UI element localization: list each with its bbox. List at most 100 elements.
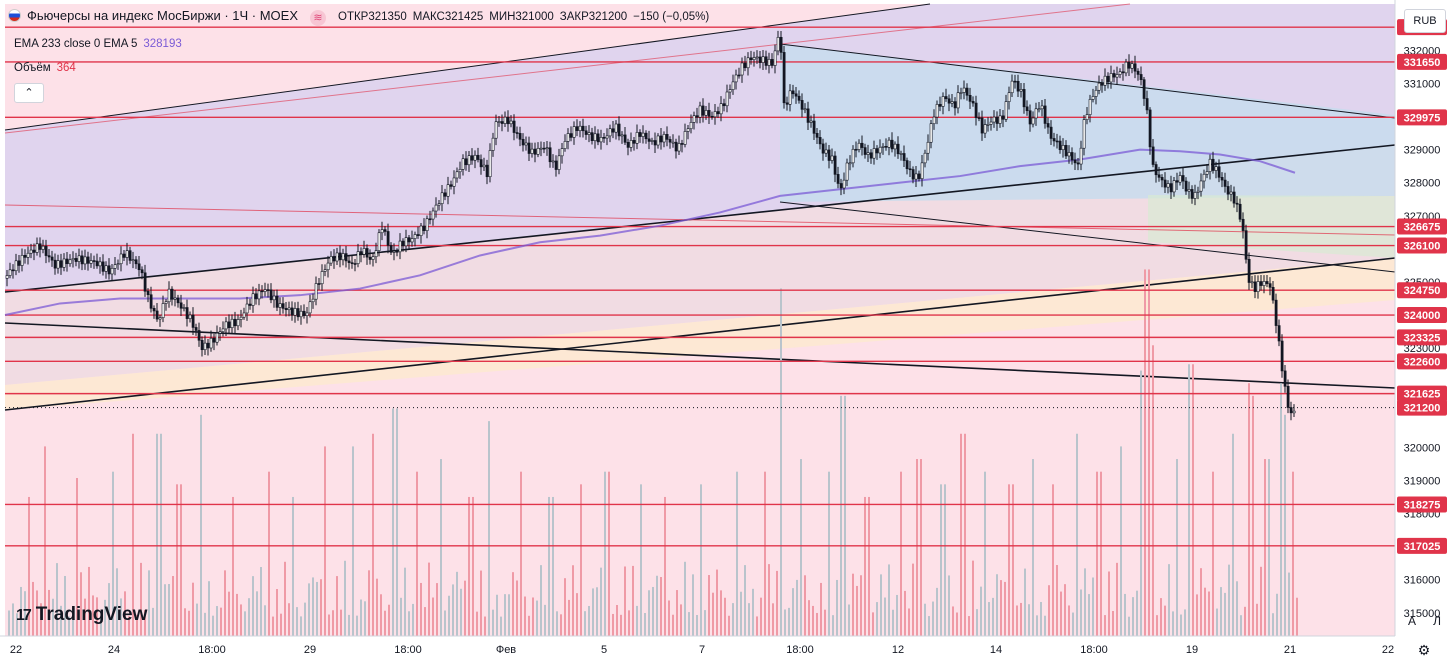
time-axis [0, 636, 1456, 666]
candle-body [812, 120, 816, 134]
candle [563, 134, 567, 152]
volume-bar [408, 611, 410, 636]
volume-bar [284, 561, 286, 636]
candle [419, 222, 423, 244]
candle [986, 117, 990, 132]
candle-body [896, 143, 900, 155]
candle-body [875, 148, 879, 154]
candle-body [887, 139, 891, 148]
volume-bar [728, 615, 730, 636]
candle-body [518, 133, 522, 140]
candle-body [425, 218, 429, 231]
volume-bar [936, 587, 938, 636]
candle-body [659, 135, 663, 143]
candle [947, 94, 951, 112]
candle-body [461, 158, 465, 170]
volume-indicator-legend[interactable]: Объём 364 [14, 62, 76, 74]
volume-bar [860, 575, 862, 636]
candle-body [1019, 89, 1023, 92]
candle [1055, 133, 1059, 149]
candle-body [848, 162, 852, 165]
candle-body [1061, 145, 1065, 151]
volume-bar [388, 604, 390, 636]
candle [812, 113, 816, 141]
volume-bar [372, 433, 374, 636]
candle [122, 250, 126, 261]
candle [794, 86, 798, 104]
candle [950, 93, 954, 108]
candle [1049, 120, 1053, 146]
candle-body [467, 155, 471, 166]
candle [455, 167, 459, 183]
volume-bar [1180, 614, 1182, 636]
volume-bar [1152, 345, 1154, 636]
volume-bar [1004, 581, 1006, 636]
candle-body [743, 62, 747, 69]
candle [941, 92, 945, 115]
volume-bar [1252, 395, 1254, 636]
candle [902, 145, 906, 168]
candle-body [695, 115, 699, 118]
indicator-wave-icon[interactable]: ≋ [310, 10, 327, 26]
volume-bar [68, 616, 70, 636]
candle-body [605, 135, 609, 139]
time-tick-label: 18:00 [394, 644, 422, 656]
volume-bar [900, 471, 902, 636]
volume-bar [1020, 602, 1022, 636]
candle-body [248, 303, 252, 306]
price-level-label: 321200 [1404, 403, 1441, 415]
candle [299, 305, 303, 325]
candle [1238, 198, 1242, 223]
candle [119, 246, 123, 272]
candle-body [125, 250, 129, 258]
volume-bar [952, 606, 954, 636]
volume-bar [896, 594, 898, 636]
ema-indicator-legend[interactable]: EMA 233 close 0 EMA 5 328193 [14, 38, 182, 50]
candle-body [728, 89, 732, 93]
candle [425, 215, 429, 239]
candle [8, 262, 12, 279]
volume-bar [160, 433, 162, 636]
candle [140, 266, 144, 280]
log-scale-button[interactable]: Л [1433, 614, 1441, 628]
volume-bar [216, 606, 218, 636]
candle [1205, 164, 1209, 179]
candle-body [623, 134, 627, 143]
tradingview-logo[interactable]: 17 TradingView [16, 604, 147, 626]
candle [788, 84, 792, 112]
volume-bar [264, 605, 266, 636]
candle-body [1088, 99, 1092, 115]
gear-icon[interactable]: ⚙ [1417, 642, 1431, 658]
candle [182, 304, 186, 312]
volume-bar [576, 593, 578, 636]
candle [587, 125, 591, 143]
volume-bar [1164, 605, 1166, 636]
candle-body [680, 143, 684, 145]
candle [1052, 132, 1056, 147]
candle-body [1007, 92, 1011, 102]
candle-body [650, 140, 654, 142]
candle [185, 299, 189, 327]
candle-body [572, 126, 576, 138]
candle-body [1208, 158, 1212, 172]
currency-selector[interactable]: RUB [1404, 9, 1446, 33]
volume-bar [688, 612, 690, 636]
price-tick-label: 329000 [1404, 145, 1441, 157]
candle-body [581, 125, 585, 132]
price-level-tag [1397, 496, 1447, 513]
collapse-legend-button[interactable]: ⌃ [14, 83, 44, 103]
volume-bar [736, 471, 738, 636]
candle-body [677, 143, 681, 152]
candle-body [47, 255, 51, 258]
candle [395, 248, 399, 257]
symbol-title[interactable]: Фьючерсы на индекс МосБиржи · 1Ч · MOEX [27, 8, 299, 23]
candle [815, 128, 819, 144]
volume-bar [976, 609, 978, 636]
candle-body [32, 249, 36, 253]
auto-scale-button[interactable]: A [1407, 614, 1416, 628]
candle [104, 261, 108, 279]
candle [1178, 171, 1182, 186]
candle [1025, 100, 1029, 116]
candle [317, 277, 321, 290]
